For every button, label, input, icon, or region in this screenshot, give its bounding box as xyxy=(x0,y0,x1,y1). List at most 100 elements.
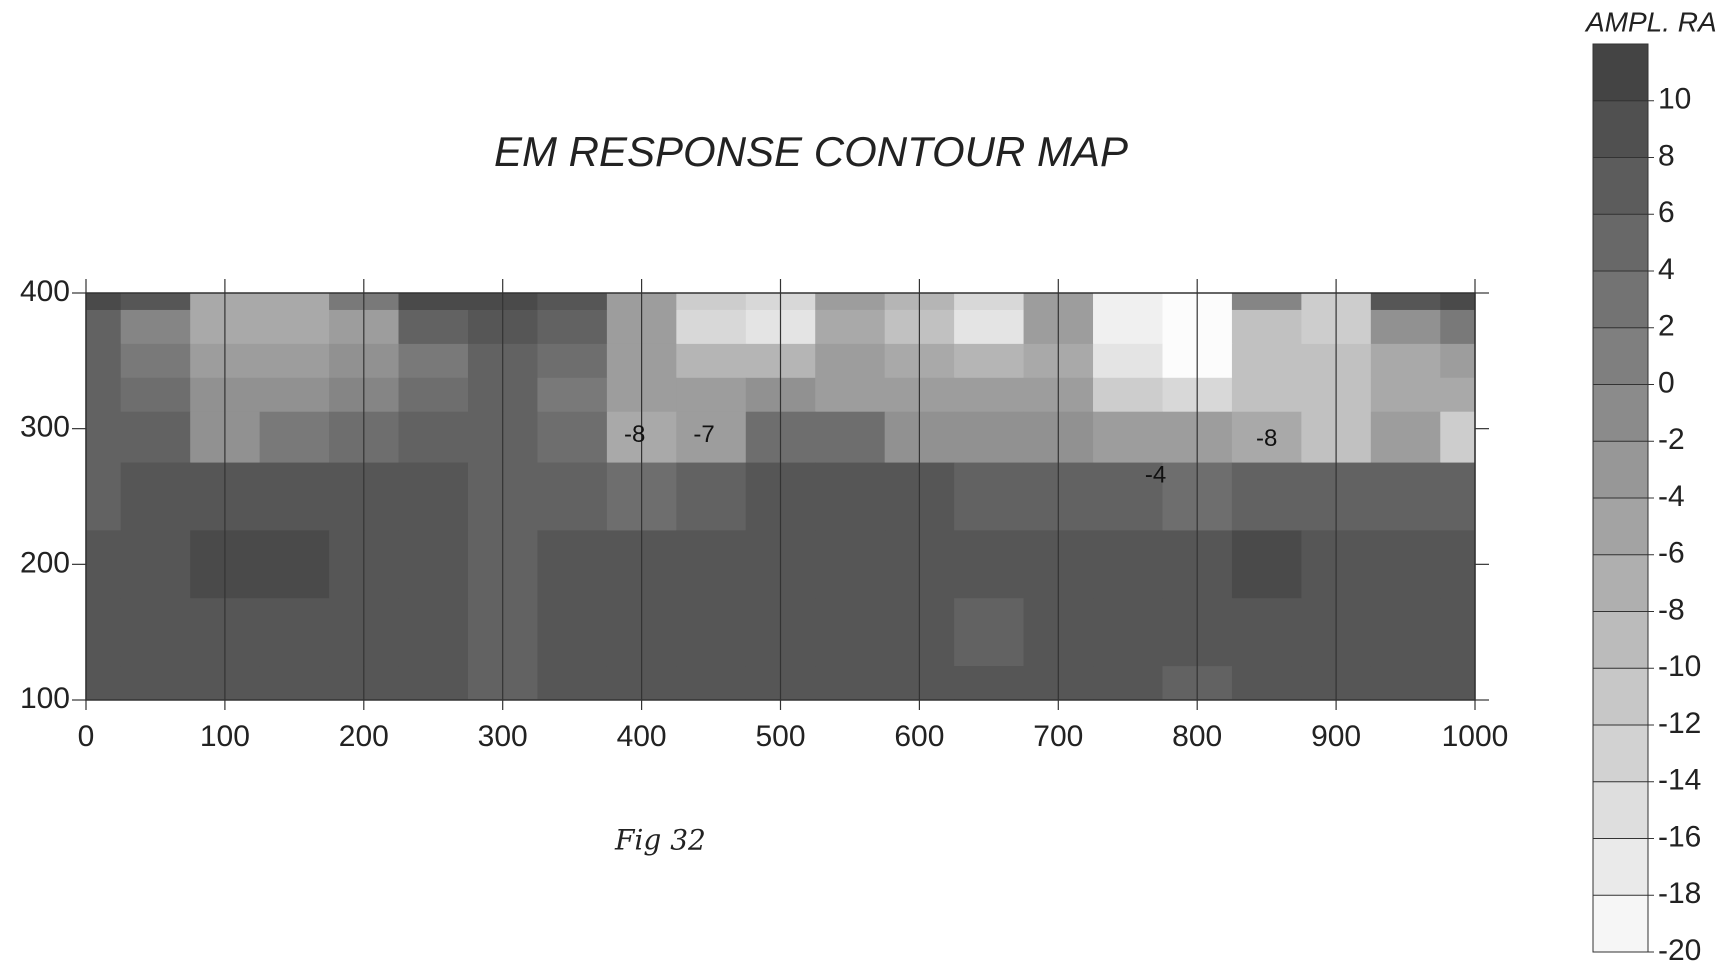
colorbar-band xyxy=(1593,895,1648,953)
colorbar-tick-label: -20 xyxy=(1658,934,1701,967)
cell xyxy=(120,530,191,599)
chart-title: EM RESPONSE CONTOUR MAP xyxy=(494,128,1128,175)
cell xyxy=(1093,462,1163,531)
cell xyxy=(398,377,469,413)
cell xyxy=(86,377,122,413)
colorbar-tick-label: -14 xyxy=(1658,764,1701,797)
colorbar-band xyxy=(1593,781,1648,839)
colorbar-tick-label: -6 xyxy=(1658,537,1685,570)
colorbar-tick-label: 0 xyxy=(1658,366,1675,399)
cell xyxy=(537,377,608,413)
cell xyxy=(1093,293,1163,311)
cell xyxy=(954,411,1025,464)
colorbar-tick-label: -10 xyxy=(1658,650,1701,683)
cell xyxy=(1093,377,1163,413)
cell xyxy=(259,411,330,464)
cell xyxy=(954,462,1025,531)
cell xyxy=(1440,530,1475,599)
cell xyxy=(815,293,886,311)
cell xyxy=(954,343,1025,379)
y-tick-label: 400 xyxy=(20,275,70,308)
cell xyxy=(1370,598,1441,667)
colorbar-label: AMPL. RA xyxy=(1584,6,1717,37)
cell xyxy=(120,666,191,700)
cell xyxy=(259,309,330,345)
cell xyxy=(1440,411,1475,464)
colorbar-tick-label: -12 xyxy=(1658,707,1701,740)
colorbar-tick-label: -18 xyxy=(1658,877,1701,910)
cell xyxy=(1231,462,1302,531)
cell xyxy=(259,530,330,599)
cell xyxy=(1370,411,1441,464)
colorbar-band xyxy=(1593,554,1648,612)
cell xyxy=(954,598,1025,667)
contour-label: -4 xyxy=(1145,461,1166,488)
cell xyxy=(120,462,191,531)
cell xyxy=(676,309,747,345)
cell xyxy=(954,377,1025,413)
cell xyxy=(1093,666,1163,700)
cell xyxy=(1370,309,1441,345)
contour-label: -8 xyxy=(1256,425,1277,452)
cell xyxy=(259,377,330,413)
x-tick-label: 600 xyxy=(894,720,944,753)
x-tick-label: 400 xyxy=(617,720,667,753)
cell xyxy=(676,293,747,311)
cell xyxy=(954,293,1025,311)
contour-label: -7 xyxy=(693,421,714,448)
cell xyxy=(398,343,469,379)
x-tick-label: 100 xyxy=(200,720,250,753)
cell xyxy=(1370,293,1441,311)
cell xyxy=(86,411,122,464)
cell xyxy=(86,462,122,531)
cell xyxy=(1231,343,1302,379)
x-tick-label: 500 xyxy=(755,720,805,753)
colorbar-tick-label: 10 xyxy=(1658,83,1691,116)
cell xyxy=(120,343,191,379)
cell xyxy=(676,462,747,531)
cell xyxy=(954,666,1025,700)
cell xyxy=(120,377,191,413)
cell xyxy=(1231,293,1302,311)
cell xyxy=(537,666,608,700)
cell xyxy=(1093,411,1163,464)
cell xyxy=(537,411,608,464)
colorbar-tick-label: -4 xyxy=(1658,480,1685,513)
cell xyxy=(676,343,747,379)
cell xyxy=(1231,598,1302,667)
cell xyxy=(398,293,469,311)
cell xyxy=(537,343,608,379)
cell xyxy=(676,598,747,667)
colorbar-tick-label: 2 xyxy=(1658,310,1675,343)
cell xyxy=(1231,377,1302,413)
colorbar-tick-label: -16 xyxy=(1658,820,1701,853)
colorbar-band xyxy=(1593,441,1648,499)
cell xyxy=(815,411,886,464)
cell xyxy=(954,309,1025,345)
colorbar-band xyxy=(1593,384,1648,442)
x-tick-label: 200 xyxy=(339,720,389,753)
cell xyxy=(1370,343,1441,379)
cell xyxy=(1440,598,1475,667)
cell xyxy=(1231,411,1302,464)
cell xyxy=(120,411,191,464)
cell xyxy=(1370,377,1441,413)
x-tick-label: 300 xyxy=(478,720,528,753)
colorbar-band xyxy=(1593,271,1648,329)
cell xyxy=(120,598,191,667)
cell xyxy=(398,530,469,599)
colorbar-tick-label: 4 xyxy=(1658,253,1675,286)
y-tick-label: 300 xyxy=(20,411,70,444)
cell xyxy=(537,462,608,531)
cell xyxy=(676,666,747,700)
cell xyxy=(86,343,122,379)
cell xyxy=(86,293,122,311)
colorbar-band xyxy=(1593,725,1648,783)
cell xyxy=(120,309,191,345)
cell xyxy=(1440,309,1475,345)
cell xyxy=(259,343,330,379)
cell xyxy=(398,598,469,667)
cell xyxy=(86,530,122,599)
colorbar-tick-label: -8 xyxy=(1658,593,1685,626)
